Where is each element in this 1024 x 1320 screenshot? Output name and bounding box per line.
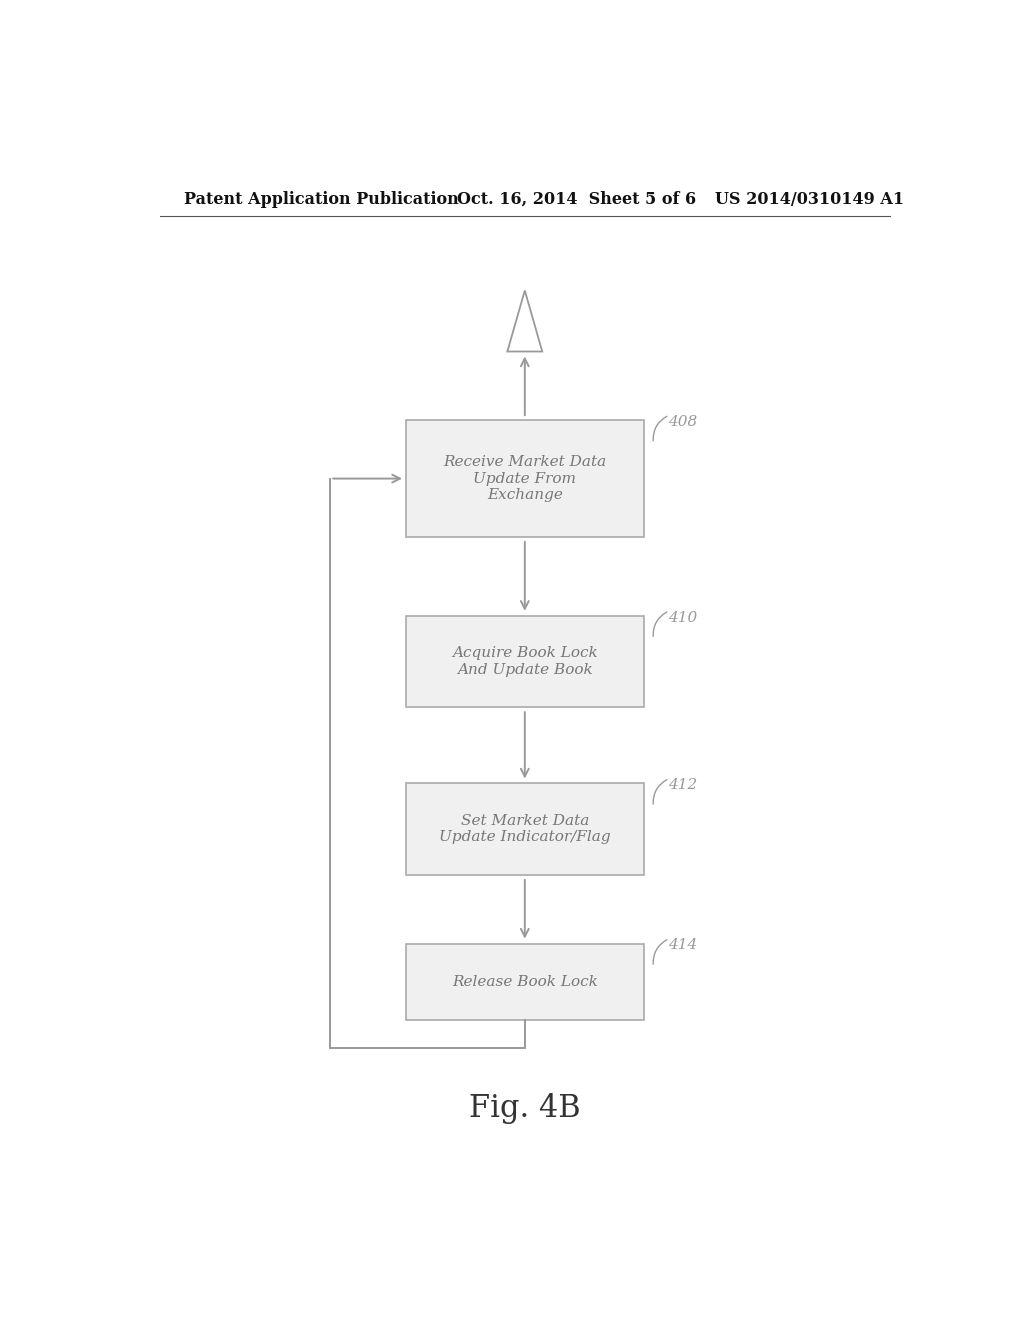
Text: 412: 412: [668, 779, 697, 792]
Text: Set Market Data
Update Indicator/Flag: Set Market Data Update Indicator/Flag: [439, 814, 610, 845]
Text: Fig. 4B: Fig. 4B: [469, 1093, 581, 1125]
FancyBboxPatch shape: [406, 944, 644, 1020]
FancyBboxPatch shape: [406, 420, 644, 537]
Text: US 2014/0310149 A1: US 2014/0310149 A1: [715, 190, 904, 207]
FancyBboxPatch shape: [406, 615, 644, 708]
Text: Patent Application Publication: Patent Application Publication: [183, 190, 459, 207]
Text: Acquire Book Lock
And Update Book: Acquire Book Lock And Update Book: [452, 647, 598, 677]
Text: 408: 408: [668, 414, 697, 429]
Text: 410: 410: [668, 611, 697, 624]
Text: 414: 414: [668, 939, 697, 953]
Polygon shape: [507, 290, 543, 351]
Text: Receive Market Data
Update From
Exchange: Receive Market Data Update From Exchange: [443, 455, 606, 502]
FancyBboxPatch shape: [406, 784, 644, 875]
Text: Oct. 16, 2014  Sheet 5 of 6: Oct. 16, 2014 Sheet 5 of 6: [458, 190, 696, 207]
Text: Release Book Lock: Release Book Lock: [452, 974, 598, 989]
